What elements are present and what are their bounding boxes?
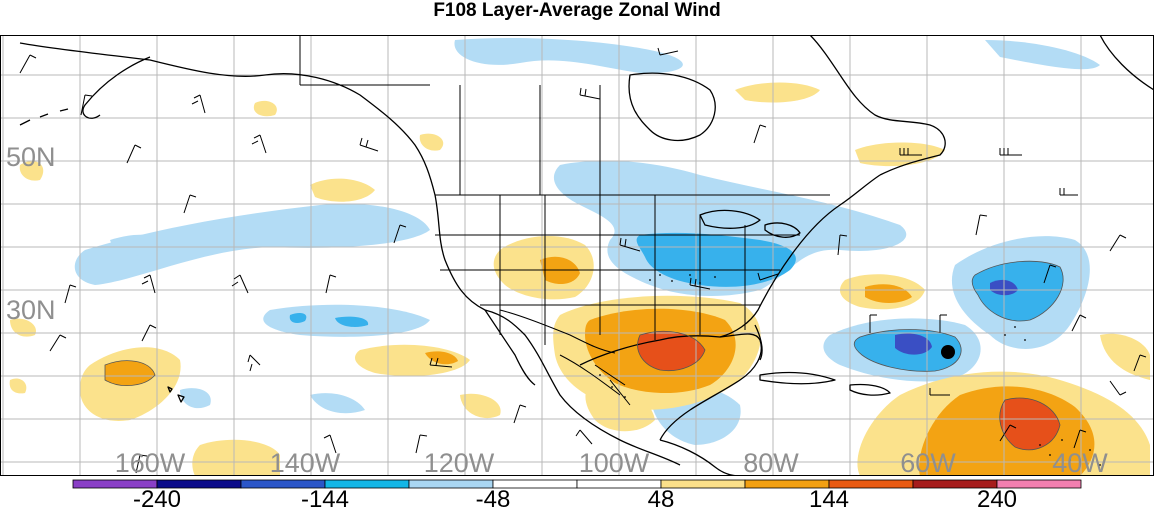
coastlines (19, 35, 1154, 476)
lon-label-100w: 100W (579, 448, 650, 476)
colorbar-tick-label: -240 (133, 486, 181, 511)
colorbar-box (996, 479, 1082, 489)
wind-barbs (19, 47, 1147, 474)
shade-blue-north (454, 38, 683, 74)
colorbar-tick-label: 240 (977, 486, 1017, 511)
contours (104, 260, 1064, 451)
colorbar-tick-label: -48 (476, 486, 511, 511)
political-borders (299, 35, 830, 406)
lon-label-40w: 40W (1052, 448, 1108, 476)
lat-label-50n: 50N (6, 142, 56, 172)
wind-map: 50N 30N 160W 140W 120W 100W 80W 60W 40W (0, 35, 1154, 476)
lon-label-80w: 80W (743, 448, 799, 476)
map-title: F108 Layer-Average Zonal Wind (433, 0, 721, 21)
lon-label-120w: 120W (424, 448, 495, 476)
shade-blue-pacific (74, 203, 430, 285)
colorbar: -240 -144 -48 48 144 240 (72, 479, 1082, 511)
colorbar-tick-label: 48 (648, 486, 675, 511)
wind-shading (9, 38, 1150, 476)
significance-stipple (599, 274, 1101, 466)
lon-label-160w: 160W (115, 448, 186, 476)
graticule (0, 35, 1154, 476)
colorbar-tick-label: -144 (301, 486, 349, 511)
lon-label-60w: 60W (900, 448, 956, 476)
colorbar-tick-label: 144 (809, 486, 849, 511)
storm-position-marker (941, 345, 955, 359)
lat-label-30n: 30N (6, 295, 56, 325)
lon-label-140w: 140W (270, 448, 341, 476)
colorbar-boxes (72, 479, 1082, 489)
